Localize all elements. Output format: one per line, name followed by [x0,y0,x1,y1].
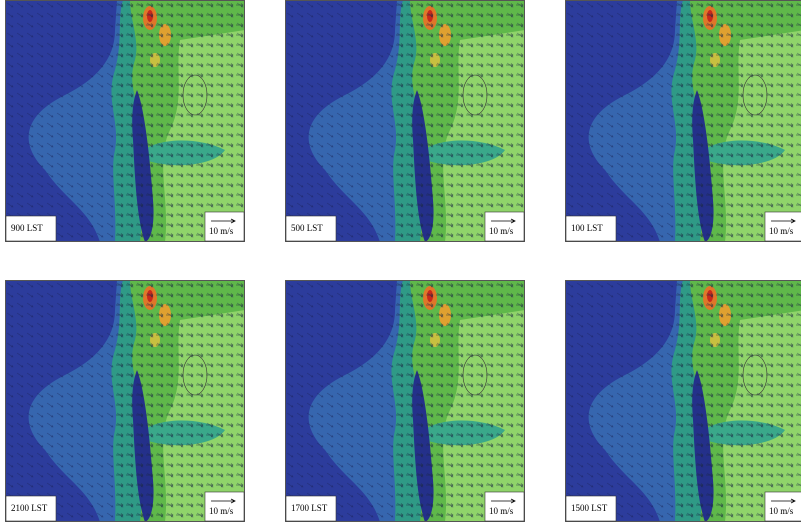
map-panel: 500 LST 10 m/s [285,0,525,242]
time-label: 100 LST [571,223,603,233]
time-label: 2100 LST [11,503,48,513]
wind-map [285,280,525,522]
map-panel: 900 LST 10 m/s [5,0,245,242]
time-label: 1500 LST [571,503,608,513]
scale-label: 10 m/s [769,506,794,516]
time-label: 1700 LST [291,503,328,513]
wind-map [565,0,801,242]
wind-map [5,280,245,522]
map-panel: 2100 LST 10 m/s [5,280,245,522]
wind-map [5,0,245,242]
scale-label: 10 m/s [209,506,234,516]
scale-label: 10 m/s [489,506,514,516]
map-panel: 100 LST 10 m/s [565,0,801,242]
time-label: 500 LST [291,223,323,233]
wind-map [565,280,801,522]
map-panel: 1700 LST 10 m/s [285,280,525,522]
figure: 900 LST10 m/s500 LST10 m/s100 LST10 m/s2… [0,0,801,525]
map-panel: 1500 LST 10 m/s [565,280,801,522]
scale-label: 10 m/s [489,226,514,236]
time-label: 900 LST [11,223,43,233]
scale-label: 10 m/s [769,226,794,236]
scale-label: 10 m/s [209,226,234,236]
wind-map [285,0,525,242]
